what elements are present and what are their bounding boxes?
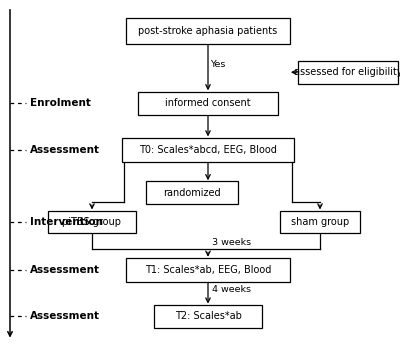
FancyBboxPatch shape bbox=[122, 138, 294, 162]
Text: sham group: sham group bbox=[291, 217, 349, 227]
FancyBboxPatch shape bbox=[48, 211, 136, 233]
Text: randomized: randomized bbox=[163, 187, 221, 198]
Text: Intervention: Intervention bbox=[30, 217, 103, 227]
Text: T1: Scales*ab, EEG, Blood: T1: Scales*ab, EEG, Blood bbox=[145, 265, 271, 275]
Text: informed consent: informed consent bbox=[165, 98, 251, 108]
FancyBboxPatch shape bbox=[126, 258, 290, 282]
FancyBboxPatch shape bbox=[298, 61, 398, 84]
Text: Assessment: Assessment bbox=[30, 144, 100, 155]
Text: T2: Scales*ab: T2: Scales*ab bbox=[174, 311, 242, 322]
Text: assessed for eligibility: assessed for eligibility bbox=[294, 67, 400, 77]
Text: post-stroke aphasia patients: post-stroke aphasia patients bbox=[138, 26, 278, 36]
FancyBboxPatch shape bbox=[126, 18, 290, 44]
Text: 4 weeks: 4 weeks bbox=[212, 285, 251, 294]
Text: Yes: Yes bbox=[210, 60, 225, 69]
Text: piTBS group: piTBS group bbox=[62, 217, 122, 227]
Text: Enrolment: Enrolment bbox=[30, 98, 91, 108]
Text: 3 weeks: 3 weeks bbox=[212, 238, 251, 247]
Text: T0: Scales*abcd, EEG, Blood: T0: Scales*abcd, EEG, Blood bbox=[139, 144, 277, 155]
FancyBboxPatch shape bbox=[154, 305, 262, 328]
FancyBboxPatch shape bbox=[138, 92, 278, 115]
FancyBboxPatch shape bbox=[280, 211, 360, 233]
Text: Assessment: Assessment bbox=[30, 265, 100, 275]
Text: Assessment: Assessment bbox=[30, 311, 100, 322]
FancyBboxPatch shape bbox=[146, 182, 238, 204]
